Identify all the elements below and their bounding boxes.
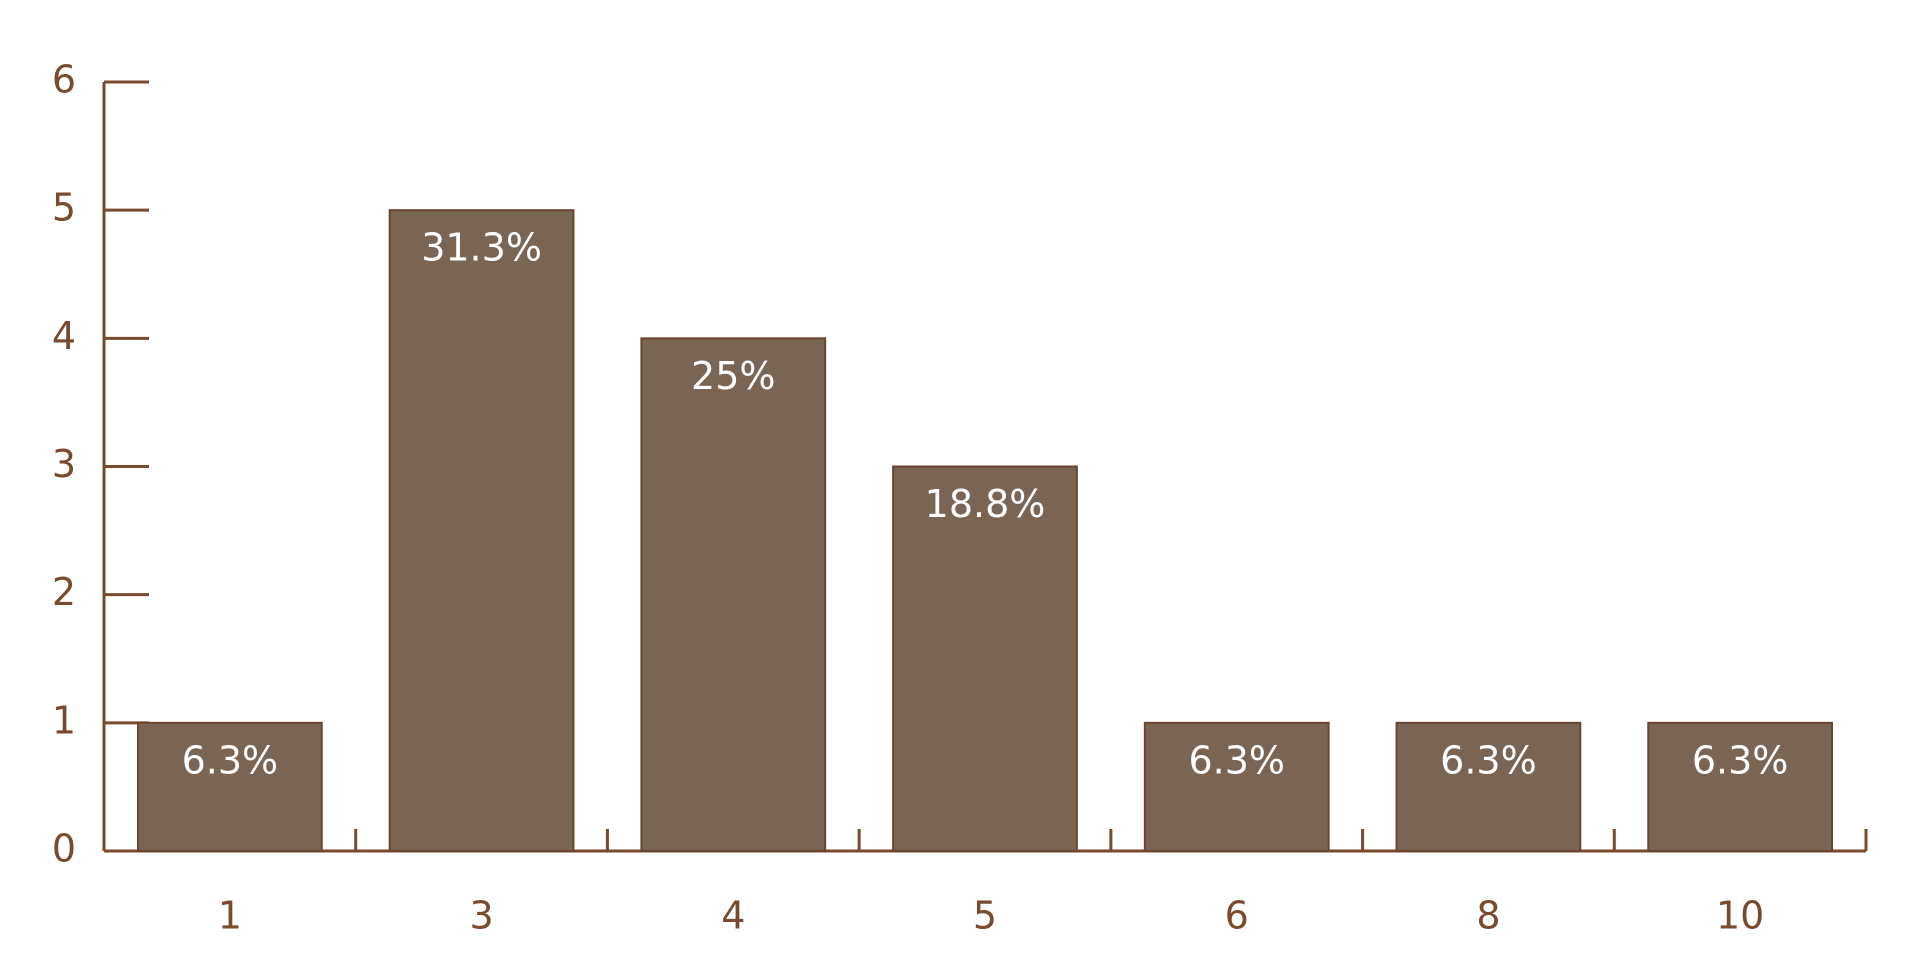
bar bbox=[1143, 721, 1330, 852]
value-label: 6.3% bbox=[1188, 738, 1285, 782]
bar bbox=[1395, 721, 1582, 852]
value-label: 6.3% bbox=[1692, 738, 1789, 782]
x-tick-label: 1 bbox=[218, 894, 242, 938]
x-tick-label: 3 bbox=[469, 894, 493, 938]
y-tick-label: 3 bbox=[52, 442, 76, 486]
y-tick-label: 2 bbox=[52, 570, 76, 614]
x-tick-label: 6 bbox=[1225, 894, 1249, 938]
x-tick-label: 10 bbox=[1716, 894, 1764, 938]
y-tick-label: 6 bbox=[52, 58, 76, 102]
bar bbox=[1647, 721, 1834, 852]
x-tick-label: 4 bbox=[721, 894, 745, 938]
bar bbox=[136, 721, 323, 852]
value-label: 6.3% bbox=[1440, 738, 1537, 782]
x-tick-label: 5 bbox=[973, 894, 997, 938]
value-label: 18.8% bbox=[925, 482, 1046, 526]
bar bbox=[892, 465, 1078, 852]
y-tick-label: 0 bbox=[52, 827, 76, 871]
y-tick-label: 5 bbox=[52, 186, 76, 230]
y-tick-label: 1 bbox=[52, 698, 76, 742]
value-label: 6.3% bbox=[182, 738, 279, 782]
y-tick-label: 4 bbox=[52, 314, 76, 358]
bar bbox=[388, 209, 575, 852]
bar bbox=[640, 337, 827, 853]
value-label: 31.3% bbox=[421, 226, 542, 270]
x-tick-label: 8 bbox=[1476, 894, 1500, 938]
value-label: 25% bbox=[691, 354, 775, 398]
